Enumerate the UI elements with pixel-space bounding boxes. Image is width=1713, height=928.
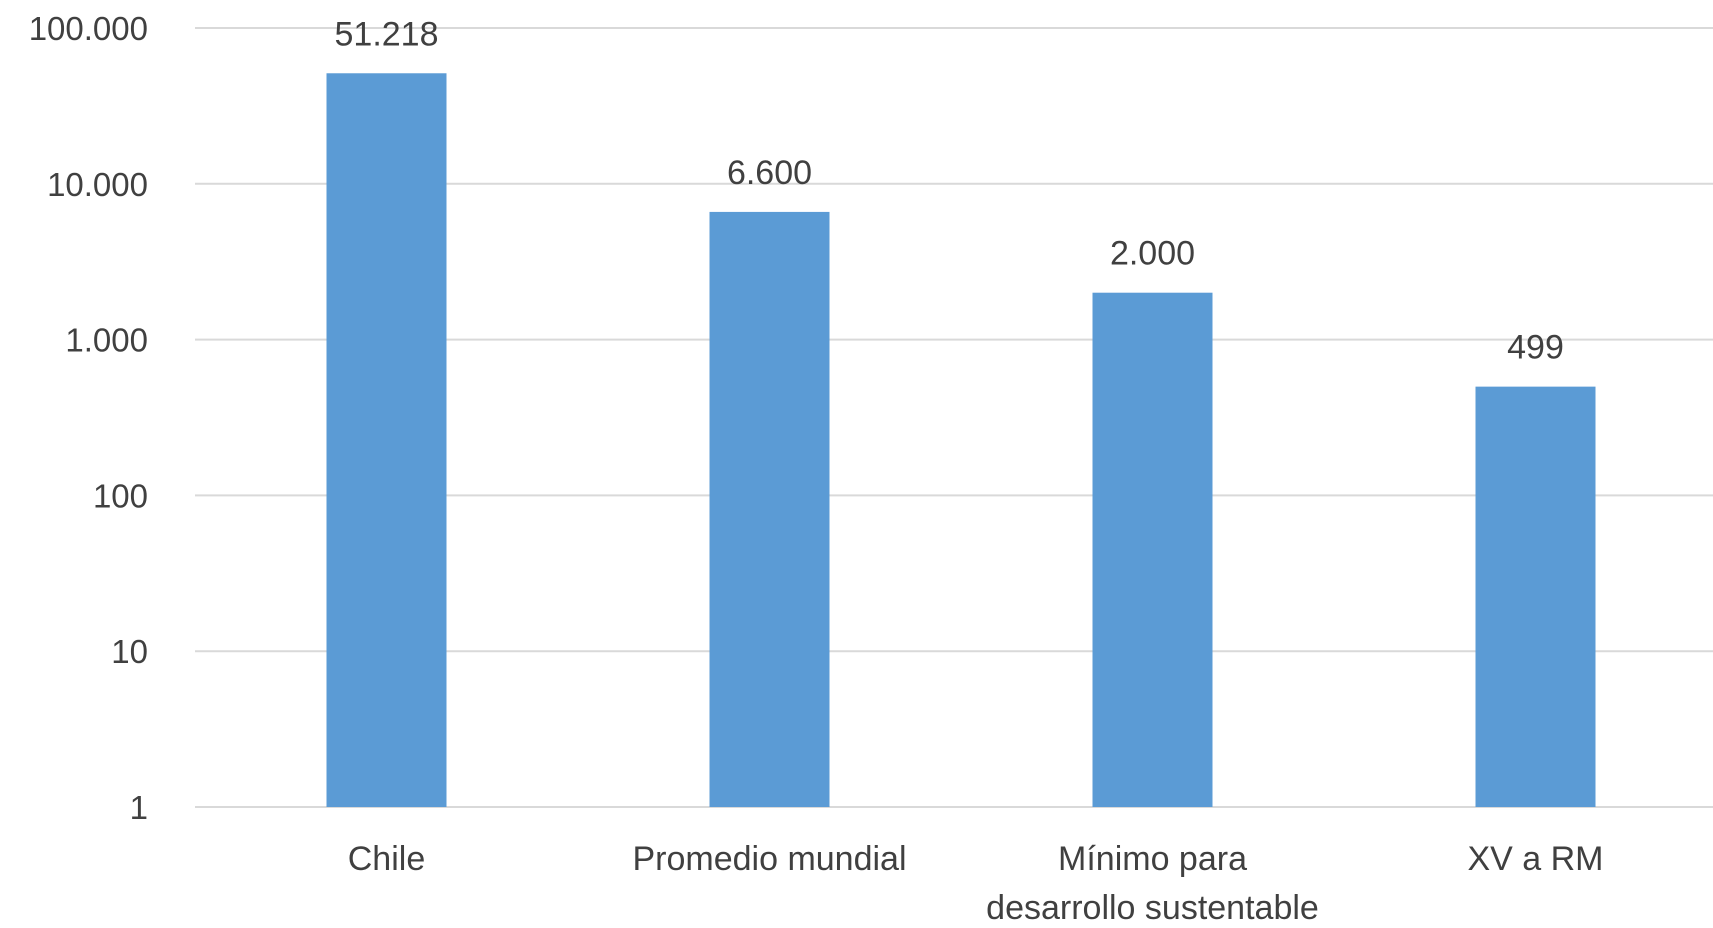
data-label: 51.218 <box>335 15 439 53</box>
bar <box>326 73 447 807</box>
bar <box>709 211 830 808</box>
y-tick-label: 10.000 <box>47 166 148 203</box>
data-label: 6.600 <box>727 154 812 192</box>
x-axis-category-labels: Chile Promedio mundial Mínimo para desarrol… <box>348 840 1604 927</box>
y-tick-label: 100 <box>93 477 148 514</box>
y-tick-label: 1.000 <box>65 322 148 359</box>
y-tick-label: 100.000 <box>29 10 148 47</box>
data-label: 499 <box>1507 329 1564 367</box>
bars <box>326 73 1596 808</box>
y-tick-label: 10 <box>111 633 148 670</box>
category-label: Promedio mundial <box>632 840 906 878</box>
bar <box>1475 386 1596 807</box>
y-axis-tick-labels: 1 10 100 1.000 10.000 100.000 <box>29 10 148 826</box>
bar <box>1092 292 1213 807</box>
category-label: Mínimo para <box>1058 840 1247 878</box>
y-tick-label: 1 <box>130 789 148 826</box>
data-labels: 51.218 6.600 2.000 499 <box>335 15 1564 366</box>
category-label: Chile <box>348 840 425 878</box>
category-label: XV a RM <box>1467 840 1603 878</box>
gridlines <box>195 27 1713 808</box>
category-label: desarrollo sustentable <box>986 889 1319 923</box>
data-label: 2.000 <box>1110 235 1195 273</box>
